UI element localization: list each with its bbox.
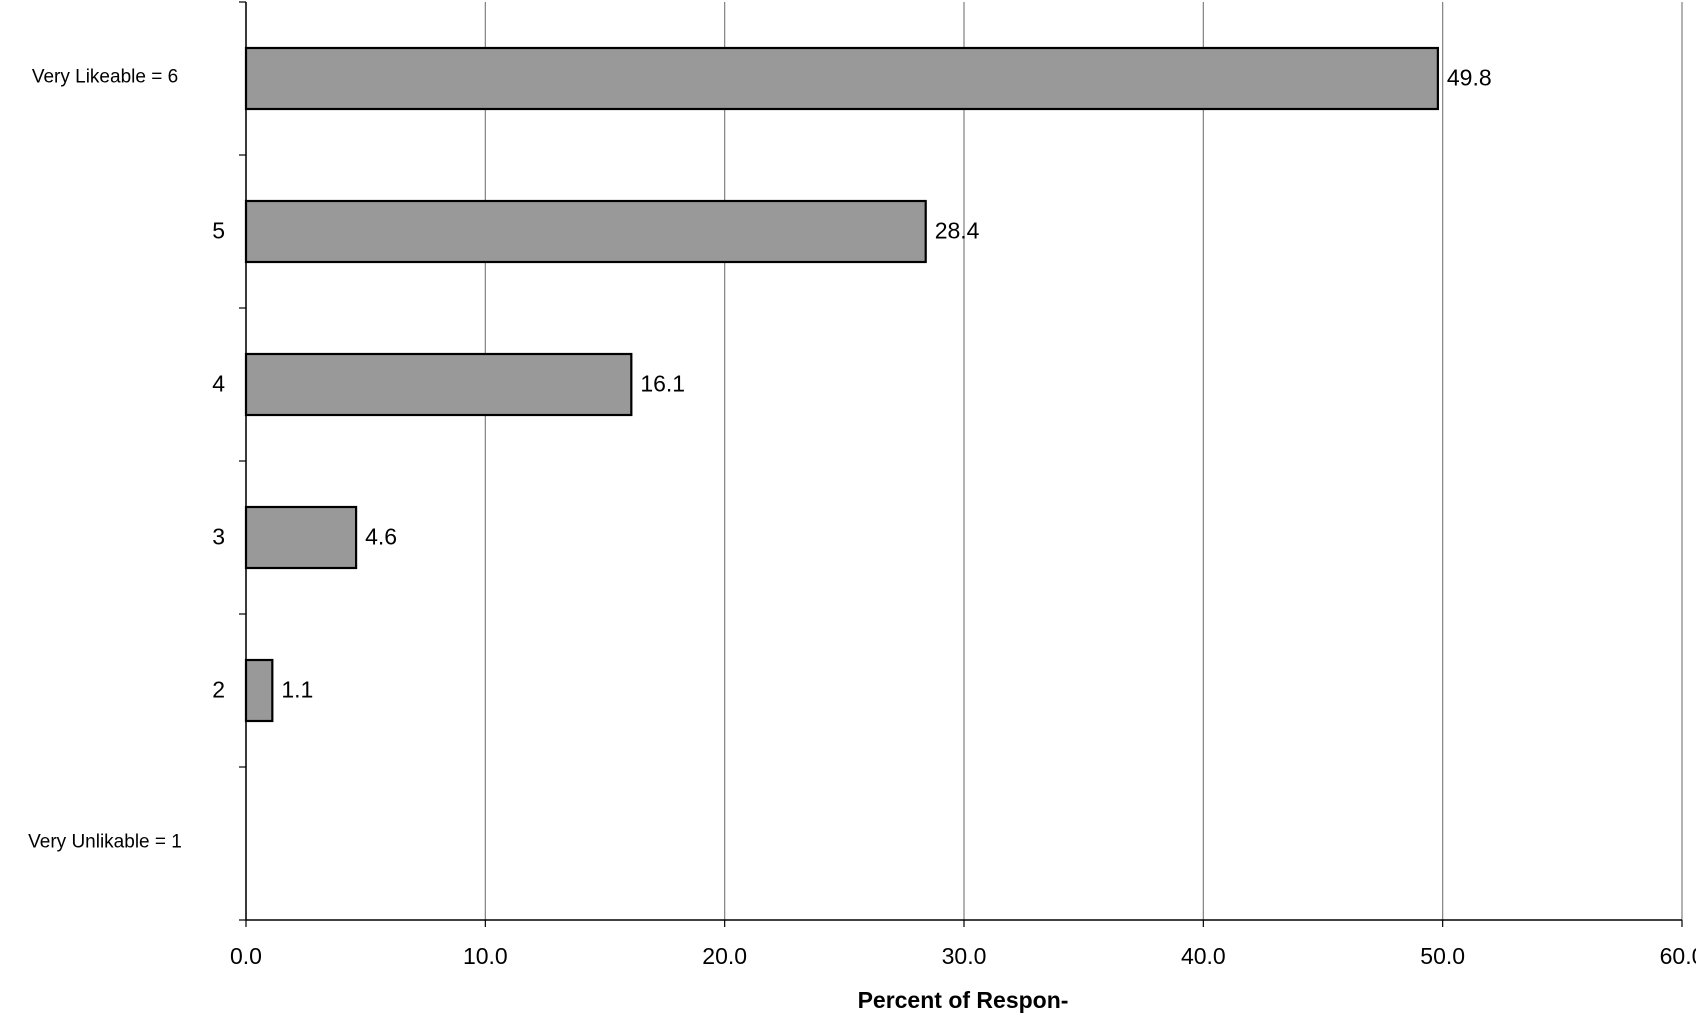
y-tick-label: 5 <box>212 218 225 244</box>
y-tick-label: 4 <box>212 371 225 397</box>
y-tick-label: Very Likeable = 6 <box>32 67 178 88</box>
bar <box>244 658 274 723</box>
x-axis-title: Percent of Respon- <box>858 987 1069 1013</box>
x-tick-label: 20.0 <box>702 943 747 969</box>
y-tick-label: Very Unlikable = 1 <box>28 832 182 853</box>
x-tick-label: 50.0 <box>1420 943 1465 969</box>
y-tick-label: 3 <box>212 524 225 550</box>
bar <box>244 505 358 570</box>
value-label: 1.1 <box>281 677 313 703</box>
x-tick-label: 60.0 <box>1660 943 1696 969</box>
bar <box>244 46 1439 111</box>
bar <box>244 352 633 417</box>
x-tick-label: 30.0 <box>942 943 987 969</box>
x-tick-label: 40.0 <box>1181 943 1226 969</box>
x-tick-label: 0.0 <box>230 943 262 969</box>
value-label: 49.8 <box>1447 65 1492 91</box>
x-tick-label: 10.0 <box>463 943 508 969</box>
y-tick-label: 2 <box>212 677 225 703</box>
value-label: 4.6 <box>365 524 397 550</box>
value-label: 28.4 <box>935 218 980 244</box>
value-label: 16.1 <box>640 371 685 397</box>
bar <box>244 199 927 264</box>
